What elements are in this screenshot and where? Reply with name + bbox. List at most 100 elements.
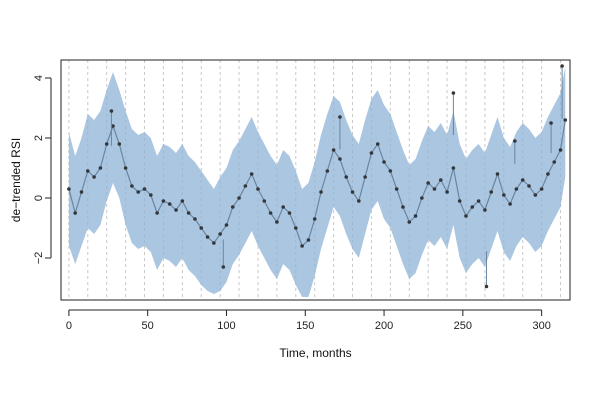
data-point xyxy=(502,193,506,197)
data-point xyxy=(167,202,172,206)
data-point xyxy=(312,217,317,221)
data-point xyxy=(344,175,349,179)
data-point xyxy=(117,142,122,146)
data-point xyxy=(98,166,103,170)
data-point xyxy=(495,172,500,176)
outlier-point xyxy=(221,265,226,269)
data-point xyxy=(432,187,437,191)
data-point xyxy=(426,181,430,185)
data-point xyxy=(325,169,330,173)
data-point xyxy=(149,193,153,197)
data-point xyxy=(186,211,191,215)
x-tick-label: 50 xyxy=(142,320,154,332)
outlier-point xyxy=(549,121,553,125)
data-point xyxy=(382,160,386,164)
outlier-point xyxy=(109,109,114,113)
data-point xyxy=(527,184,531,188)
x-tick-label: 0 xyxy=(66,320,72,332)
data-point xyxy=(306,238,311,242)
data-point xyxy=(73,211,77,215)
data-point xyxy=(155,211,159,215)
x-axis-label: Time, months xyxy=(279,346,351,360)
data-point xyxy=(212,241,216,245)
data-point xyxy=(249,172,254,176)
data-point xyxy=(476,199,481,203)
data-point xyxy=(508,202,512,206)
data-point xyxy=(369,151,374,155)
x-axis: 0 50 100 150 200 250 300 xyxy=(66,309,551,332)
data-point xyxy=(401,205,405,209)
data-point xyxy=(420,196,424,200)
series-line xyxy=(68,119,566,248)
data-point xyxy=(243,184,248,188)
data-point xyxy=(357,199,361,203)
data-point xyxy=(331,148,336,152)
data-point xyxy=(92,175,96,179)
data-point xyxy=(520,178,525,182)
data-point xyxy=(319,190,323,194)
data-point xyxy=(451,166,456,170)
data-point xyxy=(375,142,380,146)
y-tick-label: 4 xyxy=(33,75,45,81)
outlier-point xyxy=(513,139,517,143)
data-point xyxy=(275,220,279,224)
outlier-point xyxy=(338,115,342,119)
data-point xyxy=(514,187,519,191)
x-tick-label: 300 xyxy=(532,320,550,332)
outlier-point xyxy=(560,64,564,68)
data-point xyxy=(413,214,418,218)
data-point xyxy=(224,223,229,227)
data-point xyxy=(294,226,298,230)
data-points xyxy=(67,64,568,289)
data-point xyxy=(363,175,367,179)
y-axis: −2 0 2 4 xyxy=(33,75,52,265)
data-point xyxy=(142,187,147,191)
data-point xyxy=(161,199,166,203)
x-tick-label: 250 xyxy=(454,320,472,332)
data-point xyxy=(470,205,475,209)
y-tick-label: 0 xyxy=(33,195,45,201)
data-point xyxy=(268,211,273,215)
data-point xyxy=(136,190,141,194)
plot-frame xyxy=(60,59,571,301)
data-point xyxy=(552,160,557,164)
data-point xyxy=(180,199,185,203)
data-point xyxy=(338,157,342,161)
data-point xyxy=(464,214,468,218)
data-point xyxy=(237,196,241,200)
data-point xyxy=(445,190,449,194)
data-point xyxy=(300,244,304,248)
data-point xyxy=(79,190,84,194)
data-point xyxy=(563,118,568,122)
outlier-point xyxy=(451,91,456,95)
data-point xyxy=(104,142,109,146)
data-point xyxy=(546,172,550,176)
data-point xyxy=(438,178,443,182)
data-point xyxy=(205,235,210,239)
x-tick-label: 100 xyxy=(217,320,235,332)
data-point xyxy=(199,226,204,230)
data-point xyxy=(281,205,285,209)
outlier-point xyxy=(484,284,489,289)
data-point xyxy=(85,169,90,173)
data-point xyxy=(218,232,222,236)
y-tick-label: 2 xyxy=(33,135,45,141)
data-point xyxy=(256,187,260,191)
data-point xyxy=(287,211,292,215)
data-point xyxy=(67,187,71,191)
data-point xyxy=(388,169,393,173)
data-point xyxy=(350,190,355,194)
confidence-band xyxy=(68,66,566,297)
x-tick-label: 200 xyxy=(375,320,393,332)
data-point xyxy=(407,220,412,224)
x-tick-label: 150 xyxy=(296,320,314,332)
data-point xyxy=(111,124,115,128)
data-point xyxy=(489,190,494,194)
data-point xyxy=(193,217,197,221)
data-point xyxy=(533,193,538,197)
y-tick-label: −2 xyxy=(33,252,45,265)
data-point xyxy=(123,166,128,170)
data-point xyxy=(130,184,134,188)
series-polyline xyxy=(68,119,566,248)
